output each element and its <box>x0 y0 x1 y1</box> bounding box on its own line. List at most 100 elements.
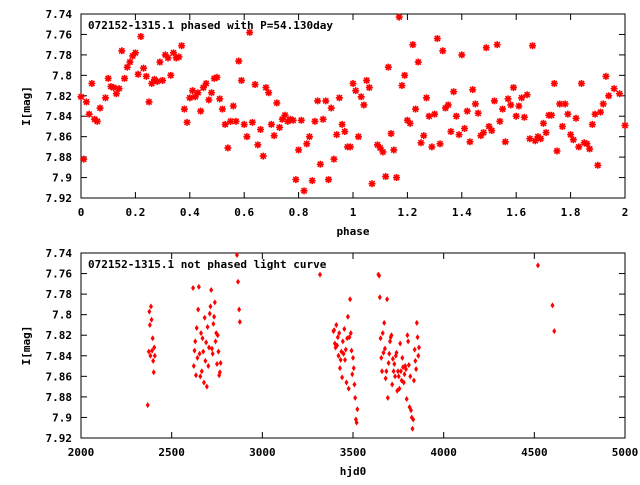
y-tick-label: 7.74 <box>46 247 73 260</box>
data-point <box>474 109 482 117</box>
data-point <box>289 116 297 124</box>
y-tick-label: 7.84 <box>46 350 73 363</box>
data-point <box>523 91 531 99</box>
data-point <box>236 278 241 285</box>
y-tick-label: 7.8 <box>52 69 72 82</box>
data-point <box>515 102 523 110</box>
data-point <box>496 117 504 125</box>
data-point <box>394 349 399 356</box>
data-point <box>151 357 156 364</box>
y-tick-label: 7.78 <box>46 288 73 301</box>
chart-title: 072152-1315.1 not phased light curve <box>88 258 327 271</box>
data-point <box>597 108 605 116</box>
data-point <box>292 176 300 184</box>
data-point <box>411 377 416 384</box>
data-point <box>450 88 458 96</box>
data-point <box>335 342 340 349</box>
y-tick-label: 7.82 <box>46 329 73 342</box>
data-point <box>349 80 357 88</box>
x-tick-label: 5000 <box>612 446 639 459</box>
data-point <box>341 128 349 136</box>
data-point <box>518 94 526 102</box>
data-point <box>384 368 389 375</box>
data-point <box>145 402 150 409</box>
data-point <box>112 90 120 98</box>
data-point <box>580 139 588 147</box>
data-point <box>110 84 118 92</box>
data-point <box>350 371 355 378</box>
data-point <box>353 394 358 401</box>
data-point <box>194 325 199 332</box>
data-point <box>393 373 398 380</box>
data-point <box>412 105 420 113</box>
data-point <box>413 357 418 364</box>
data-point <box>357 93 365 101</box>
data-point <box>395 368 400 375</box>
data-point <box>159 76 167 84</box>
data-point <box>417 344 422 351</box>
data-point <box>561 100 569 108</box>
data-point <box>180 105 188 113</box>
data-point <box>206 363 211 370</box>
data-point <box>346 385 351 392</box>
data-point <box>129 52 137 60</box>
x-tick-label: 1.6 <box>506 206 526 219</box>
data-point <box>398 82 406 90</box>
x-tick-label: 4000 <box>430 446 457 459</box>
data-point <box>172 54 180 62</box>
data-point <box>348 296 353 303</box>
data-point <box>384 63 392 71</box>
data-point <box>316 160 324 168</box>
data-point <box>273 99 281 107</box>
x-tick-label: 1 <box>350 206 357 219</box>
data-point <box>207 344 212 351</box>
data-point <box>254 141 262 149</box>
data-point <box>398 368 403 375</box>
data-point <box>336 352 341 359</box>
data-point <box>248 118 256 126</box>
data-point <box>197 107 205 115</box>
data-point <box>205 324 210 330</box>
data-point <box>327 104 335 112</box>
data-point <box>178 42 186 50</box>
data-point <box>344 379 349 386</box>
data-point <box>317 271 322 278</box>
y-tick-label: 7.9 <box>52 172 72 185</box>
data-point <box>400 354 405 361</box>
data-point <box>414 58 422 66</box>
data-point <box>348 330 353 337</box>
data-point <box>422 94 430 102</box>
data-point <box>411 416 416 423</box>
data-point <box>550 302 555 309</box>
y-tick-label: 7.76 <box>46 268 73 281</box>
data-point <box>550 80 558 88</box>
data-point <box>461 124 469 132</box>
data-point <box>529 42 537 50</box>
data-point <box>196 306 201 313</box>
data-point <box>216 95 224 103</box>
data-point <box>342 326 347 333</box>
data-point <box>594 161 602 169</box>
data-point <box>406 119 414 127</box>
data-point <box>455 131 463 139</box>
data-point <box>390 355 395 362</box>
data-point <box>583 140 591 148</box>
data-point <box>477 132 485 140</box>
data-point <box>262 84 270 92</box>
data-point <box>360 101 368 109</box>
data-point <box>556 100 564 108</box>
data-point <box>201 379 206 386</box>
data-point <box>355 406 360 413</box>
data-point <box>149 316 154 323</box>
data-point <box>380 368 385 375</box>
data-point <box>311 117 319 125</box>
data-point <box>381 349 386 356</box>
data-point <box>520 113 528 121</box>
data-point <box>305 133 313 141</box>
data-point <box>156 58 164 66</box>
x-tick-label: 3000 <box>249 446 276 459</box>
data-point <box>409 407 414 414</box>
data-point <box>441 104 449 112</box>
